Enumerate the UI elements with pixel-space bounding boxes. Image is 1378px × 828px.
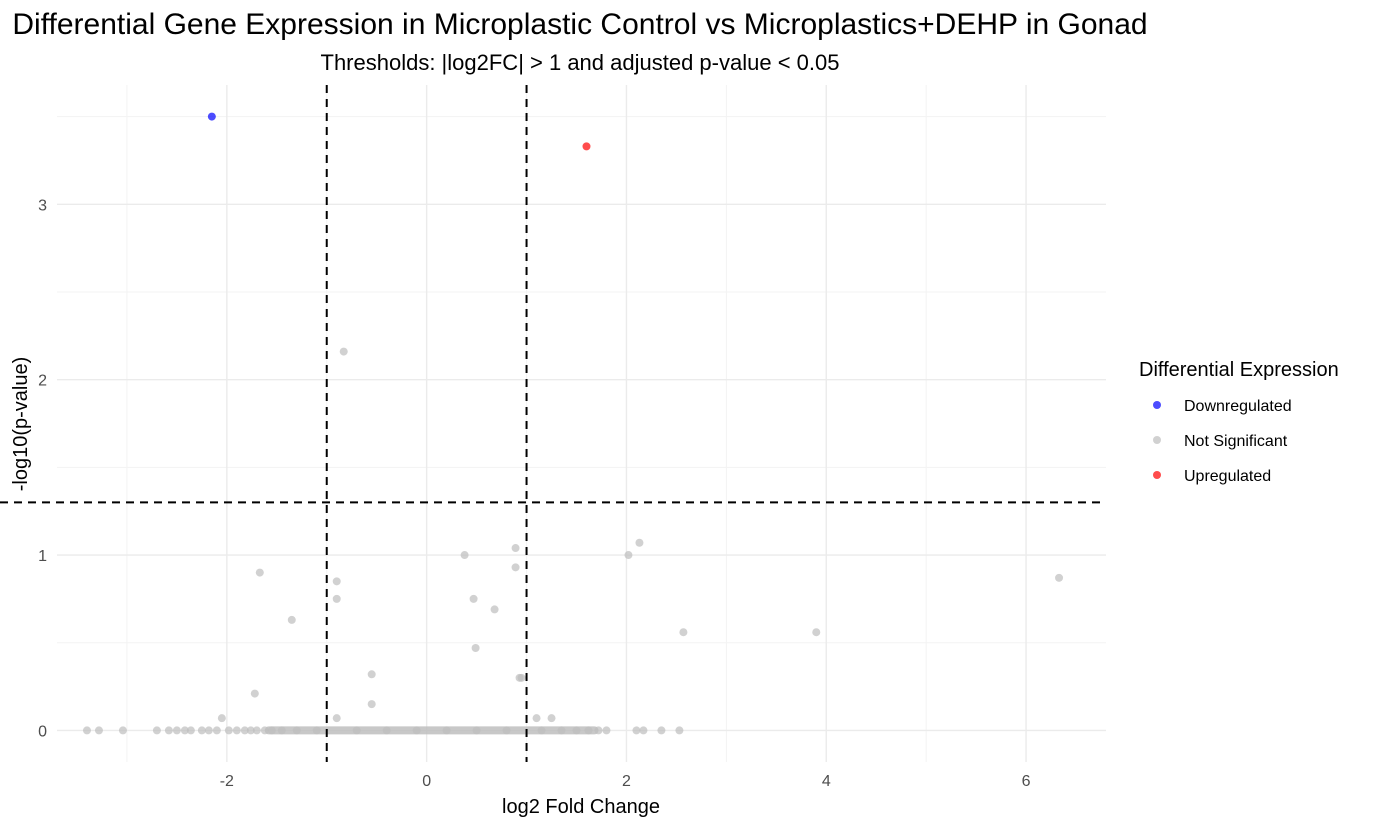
data-point [352, 726, 361, 735]
data-point [679, 628, 688, 637]
axis-ticks: -2 0 2 4 6 0 1 2 3 [38, 197, 1031, 790]
data-points [82, 112, 1064, 735]
data-point [197, 726, 206, 735]
data-point [287, 615, 296, 624]
data-point [517, 673, 526, 682]
data-point [118, 726, 127, 735]
data-point [207, 112, 216, 121]
data-point [812, 628, 821, 637]
y-tick-label: 0 [38, 723, 47, 740]
legend-label: Downregulated [1184, 398, 1292, 415]
legend-key [1153, 471, 1161, 479]
data-point [602, 726, 611, 735]
data-point [624, 551, 633, 560]
data-point [217, 714, 226, 723]
data-point [532, 714, 541, 723]
data-point [657, 726, 666, 735]
data-point [246, 726, 255, 735]
x-tick-label: 2 [622, 773, 631, 790]
data-point [382, 726, 391, 735]
data-point [252, 726, 261, 735]
data-point [412, 726, 421, 735]
data-point [267, 726, 276, 735]
data-point [584, 726, 593, 735]
legend: Differential Expression Downregulated Not… [1139, 359, 1339, 485]
legend-key [1153, 436, 1161, 444]
legend-label: Not Significant [1184, 433, 1288, 450]
data-point [442, 726, 451, 735]
data-point [180, 726, 189, 735]
data-point [232, 726, 241, 735]
chart-subtitle: Thresholds: |log2FC| > 1 and adjusted p-… [321, 50, 840, 75]
data-point [557, 726, 566, 735]
x-tick-label: -2 [220, 773, 234, 790]
data-point [332, 594, 341, 603]
legend-key [1153, 401, 1161, 409]
data-point [164, 726, 173, 735]
data-point [632, 726, 641, 735]
data-point [94, 726, 103, 735]
data-point [172, 726, 181, 735]
threshold-lines [0, 85, 1106, 762]
grid-lines [57, 85, 1106, 762]
data-point [1055, 573, 1064, 582]
data-point [572, 726, 581, 735]
data-point [472, 726, 481, 735]
data-point [255, 568, 264, 577]
x-axis-title: log2 Fold Change [502, 796, 660, 818]
data-point [240, 726, 249, 735]
data-point [675, 726, 684, 735]
data-point [277, 726, 286, 735]
y-tick-label: 2 [38, 373, 47, 390]
data-point [511, 544, 520, 553]
legend-title: Differential Expression [1139, 359, 1339, 381]
y-axis-title: -log10(p-value) [10, 357, 32, 492]
data-point [594, 726, 603, 735]
data-point [639, 726, 648, 735]
x-tick-label: 4 [822, 773, 831, 790]
data-point [537, 726, 546, 735]
data-point [469, 594, 478, 603]
y-tick-label: 1 [38, 548, 47, 565]
legend-items: Downregulated Not Significant Upregulated [1153, 398, 1292, 485]
data-point [152, 726, 161, 735]
data-point [582, 142, 591, 151]
data-point [186, 726, 195, 735]
data-point [547, 714, 556, 723]
y-tick-label: 3 [38, 197, 47, 214]
data-point [250, 689, 259, 698]
data-point [502, 726, 511, 735]
data-point [635, 538, 644, 547]
legend-label: Upregulated [1184, 468, 1271, 485]
data-point [224, 726, 233, 735]
chart-title: Differential Gene Expression in Micropla… [12, 8, 1147, 41]
data-point [339, 347, 348, 356]
data-point [292, 726, 301, 735]
data-point [204, 726, 213, 735]
data-point [490, 605, 499, 614]
data-point [367, 700, 376, 709]
data-point [260, 726, 269, 735]
x-tick-label: 0 [422, 773, 431, 790]
data-point [212, 726, 221, 735]
data-point [332, 714, 341, 723]
data-point [312, 726, 321, 735]
data-point [367, 670, 376, 679]
data-point [332, 577, 341, 586]
data-point [82, 726, 91, 735]
data-point [471, 643, 480, 652]
data-point [460, 551, 469, 560]
x-tick-label: 6 [1022, 773, 1031, 790]
data-point [511, 563, 520, 572]
